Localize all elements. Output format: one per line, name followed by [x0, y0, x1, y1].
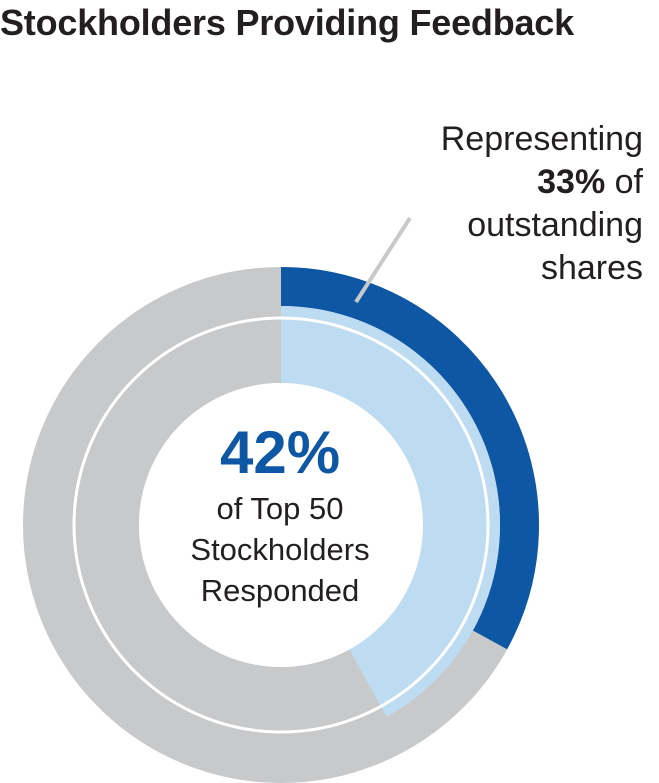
callout-line-1: Representing: [440, 120, 643, 158]
callout-leader-line: [354, 216, 412, 304]
callout-line-3: outstanding: [467, 206, 643, 244]
center-hole: [139, 383, 423, 667]
callout-line-2: 33% of: [383, 161, 643, 204]
inner-ring-value-arc: [280, 306, 500, 717]
ring-divider: [72, 316, 490, 734]
callout-suffix: of: [614, 163, 643, 201]
center-line-1: of Top 50: [216, 491, 344, 526]
outer-ring-value-arc: [280, 267, 539, 650]
center-label: 42% of Top 50 Stockholders Responded: [150, 418, 410, 611]
center-line-2: Stockholders: [190, 532, 370, 567]
chart-title: Stockholders Providing Feedback: [0, 2, 574, 43]
callout-value: 33%: [537, 163, 606, 201]
callout-line-4: shares: [540, 249, 643, 287]
center-line-3: Responded: [200, 573, 360, 608]
center-value: 42%: [219, 419, 341, 486]
callout-annotation: Representing 33% of outstanding shares: [383, 118, 643, 290]
